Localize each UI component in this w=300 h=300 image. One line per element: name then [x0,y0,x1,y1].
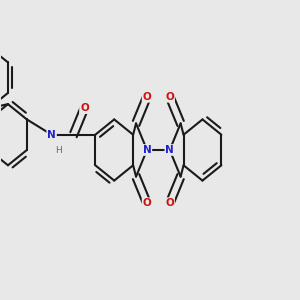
Text: O: O [165,92,174,102]
Text: N: N [47,130,56,140]
Text: O: O [142,92,151,102]
Text: N: N [165,145,174,155]
Text: N: N [142,145,151,155]
Text: H: H [55,146,62,154]
Text: O: O [142,198,151,208]
Text: O: O [165,198,174,208]
Text: O: O [80,103,89,113]
